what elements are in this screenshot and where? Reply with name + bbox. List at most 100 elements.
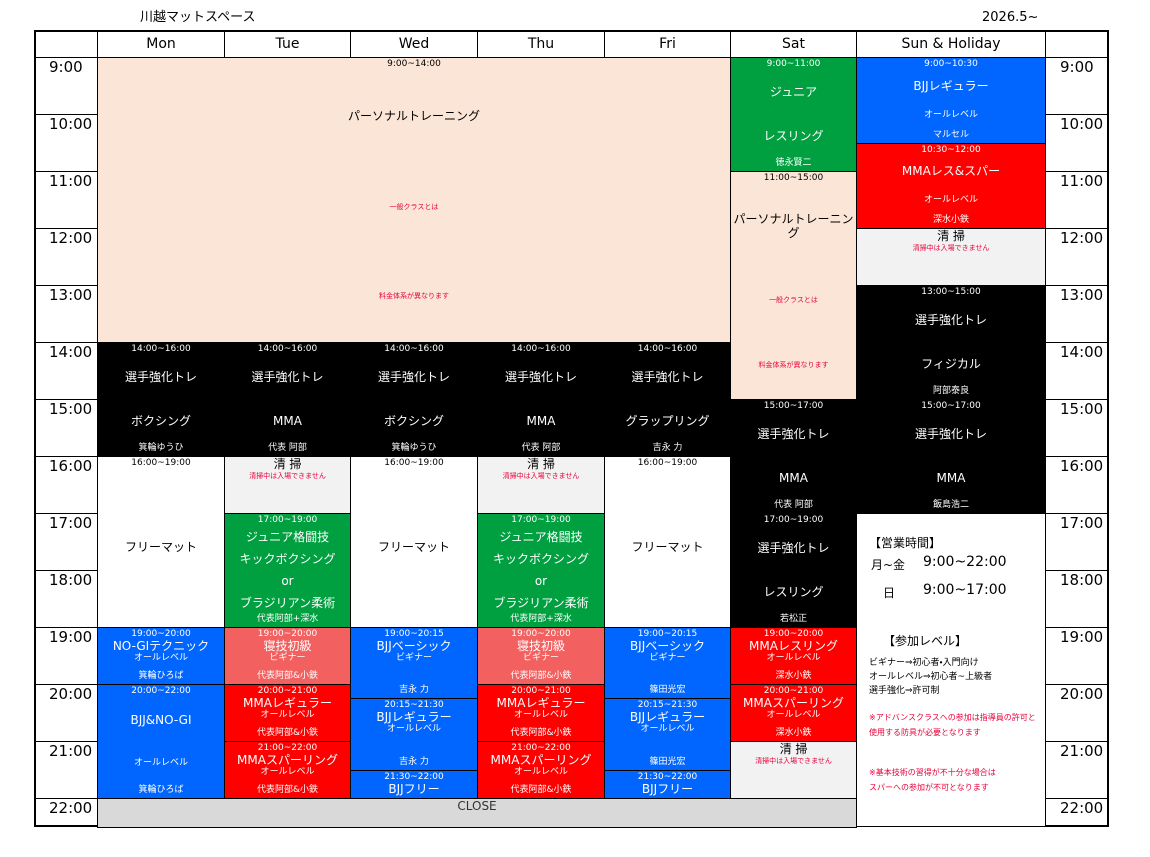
class-name: MMA xyxy=(779,471,808,485)
class-level: オールレベル xyxy=(133,653,188,663)
class-body: BJJフリー xyxy=(388,782,439,797)
class-block: 19:00~20:00 寝技初級 ビギナー 代表阿部&小鉄 xyxy=(477,627,605,685)
info-note: ※アドバンスクラスへの参加は指導員の許可と xyxy=(869,713,1036,722)
class-time: 9:00~10:30 xyxy=(924,59,978,69)
class-name: MMAレスリング xyxy=(749,639,838,653)
date: 2026.5~ xyxy=(982,10,1039,25)
class-name: MMAスパーリング xyxy=(237,753,338,767)
class-note: 一般クラスとは xyxy=(769,295,818,304)
class-body: パーソナルトレーニング 一般クラスとは 料金体系が異なります xyxy=(348,70,480,340)
hour-label: 14:00 xyxy=(34,342,98,400)
class-block: 19:00~20:00 寝技初級 ビギナー 代表阿部&小鉄 xyxy=(224,627,351,685)
class-block: 9:00~10:30 BJJレギュラー オールレベル マルセル xyxy=(856,57,1046,144)
class-time: 21:00~22:00 xyxy=(511,743,571,753)
class-note: 清掃中は入場できません xyxy=(912,244,990,252)
level-desc: オールレベル⇒初心者~上級者 xyxy=(869,672,993,682)
class-coach: 箕輪ひろば xyxy=(138,671,184,681)
hour-label: 10:00 xyxy=(34,114,98,172)
class-body: フリーマット xyxy=(378,469,450,625)
class-body: ジュニア格闘技 キックボクシング or ブラジリアン柔術 xyxy=(239,526,335,614)
class-note: 料金体系が異なります xyxy=(378,291,449,300)
class-time: 17:00~19:00 xyxy=(763,515,824,525)
class-body: 寝技初級 ビギナー xyxy=(263,640,311,671)
class-body: MMAスパーリング オールレベル xyxy=(491,754,592,785)
class-name: パーソナルトレーニング xyxy=(733,211,854,240)
hour-label: 21:00 xyxy=(34,741,98,799)
class-block: 20:15~21:30 BJJレギュラー オールレベル 吉永 力 xyxy=(350,698,478,771)
class-name: MMAレス&スパー xyxy=(901,164,1001,179)
class-name: 清 掃 xyxy=(527,457,555,471)
class-name: MMA xyxy=(526,414,556,428)
hour-label: 16:00 xyxy=(1045,456,1109,514)
class-time: 20:00~22:00 xyxy=(131,686,191,696)
class-note: 料金体系が異なります xyxy=(758,360,829,369)
header-corner xyxy=(1045,30,1109,58)
class-time: 11:00~15:00 xyxy=(763,173,824,183)
class-body: 選手強化トレ MMA xyxy=(915,412,987,500)
class-block: 19:00~20:15 BJJベーシック ビギナー 吉永 力 xyxy=(350,627,478,700)
class-coach: 代表 阿部 xyxy=(268,443,307,453)
class-name: MMAレギュラー xyxy=(243,696,332,710)
class-level: オールレベル xyxy=(766,653,821,663)
class-name: 選手強化トレ xyxy=(914,313,987,327)
weekday: 月~金 xyxy=(871,558,906,572)
class-block: 17:00~19:00 ジュニア格闘技 キックボクシング or ブラジリアン柔術 代表阿部… xyxy=(477,513,605,628)
class-time: 15:00~17:00 xyxy=(763,401,824,411)
class-note: 清掃中は入場できません xyxy=(502,472,580,480)
class-coach: 吉永 力 xyxy=(399,756,429,767)
class-block: 清 掃清掃中は入場できません xyxy=(477,456,605,514)
class-level: オールレベル xyxy=(133,758,188,769)
class-block: 13:00~15:00 選手強化トレ フィジカル 阿部泰良 xyxy=(856,285,1046,400)
class-block: 清 掃清掃中は入場できません xyxy=(856,228,1046,286)
class-coach: 深水小鉄 xyxy=(775,671,812,681)
class-time: 14:00~16:00 xyxy=(384,344,444,354)
class-time: 21:00~22:00 xyxy=(257,743,318,753)
class-body: MMAレスリング オールレベル xyxy=(749,640,838,671)
class-block: 16:00~19:00 フリーマット xyxy=(97,456,225,628)
class-name: 清 掃 xyxy=(779,742,808,756)
class-name: ブラジリアン柔術 xyxy=(493,596,589,610)
class-coach: 篠田光宏 xyxy=(649,756,686,767)
hour-label: 15:00 xyxy=(1045,399,1109,457)
class-block: 20:00~22:00 BJJ&NO-GI オールレベル 箕輪ひろば xyxy=(97,684,225,799)
class-name: キックボクシング xyxy=(492,552,589,566)
class-block: 15:00~17:00 選手強化トレ MMA 代表 阿部 xyxy=(730,399,857,514)
class-block: 17:00~19:00 選手強化トレ レスリング 若松正 xyxy=(730,513,857,628)
class-block: 21:00~22:00 MMAスパーリング オールレベル 代表阿部&小鉄 xyxy=(224,741,351,799)
class-name: ジュニア xyxy=(769,85,818,99)
class-body: MMAレス&スパー オールレベル xyxy=(902,156,1000,216)
info-note: スパーへの参加が不可となります xyxy=(869,783,989,792)
class-time: 14:00~16:00 xyxy=(257,344,318,354)
class-name: 選手強化トレ xyxy=(251,370,324,384)
day-header: Sun & Holiday xyxy=(856,30,1046,58)
class-body: 清 掃清掃中は入場できません xyxy=(503,458,580,511)
class-name: フリーマット xyxy=(124,540,197,554)
class-time: 20:00~21:00 xyxy=(257,686,318,696)
day-header: Wed xyxy=(350,30,478,58)
info-note: ※基本技術の習得が不十分な場合は xyxy=(869,768,996,777)
class-name: BJJレギュラー xyxy=(629,710,706,725)
class-level: ビギナー xyxy=(522,653,559,663)
class-block: 17:00~19:00 ジュニア格闘技 キックボクシング or ブラジリアン柔術 代表阿部… xyxy=(224,513,351,628)
class-time: 20:15~21:30 xyxy=(637,700,698,711)
class-name: ジュニア格闘技 xyxy=(499,530,583,544)
class-body: 選手強化トレ レスリング xyxy=(757,526,829,614)
class-name: or xyxy=(281,574,294,588)
class-block: 16:00~19:00 フリーマット xyxy=(604,456,731,628)
hour-label: 13:00 xyxy=(34,285,98,343)
class-block: 10:30~12:00 MMAレス&スパー オールレベル 深水小鉄 xyxy=(856,142,1046,229)
class-name: フリーマット xyxy=(631,540,704,554)
class-name: NO-GIテクニック xyxy=(112,639,210,653)
class-time: 10:30~12:00 xyxy=(921,144,981,155)
class-name: MMA xyxy=(936,471,966,485)
hour-label: 21:00 xyxy=(1045,741,1109,799)
class-body: MMAレギュラー オールレベル xyxy=(243,697,332,728)
sunday: 日 xyxy=(883,586,896,600)
class-block: 19:00~20:00 NO-GIテクニック オールレベル 箕輪ひろば xyxy=(97,627,225,685)
hours-title: 【営業時間】 xyxy=(869,536,942,550)
class-name: MMAスパーリング xyxy=(490,753,592,767)
class-block: 21:30~22:00 BJJフリー xyxy=(350,769,478,799)
class-name: BJJレギュラー xyxy=(913,78,989,93)
class-name: 選手強化トレ xyxy=(631,370,704,384)
class-coach: 深水小鉄 xyxy=(932,215,969,225)
